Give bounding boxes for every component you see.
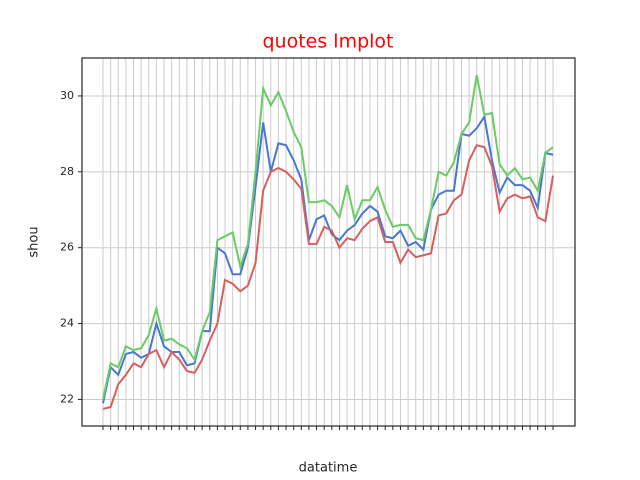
plot-frame	[81, 57, 576, 427]
y-tick-label: 24	[60, 317, 74, 330]
chart-title: quotes lmplot	[262, 31, 393, 53]
line-series	[102, 144, 554, 410]
y-tick-label: 30	[60, 89, 74, 102]
x-axis-label: datatime	[299, 461, 358, 476]
y-tick-label: 26	[60, 241, 74, 254]
y-tick-label: 28	[60, 165, 74, 178]
line-series	[102, 74, 554, 400]
line-series	[102, 114, 554, 404]
y-tick-label: 22	[60, 392, 74, 405]
y-axis-label: shou	[27, 226, 42, 257]
